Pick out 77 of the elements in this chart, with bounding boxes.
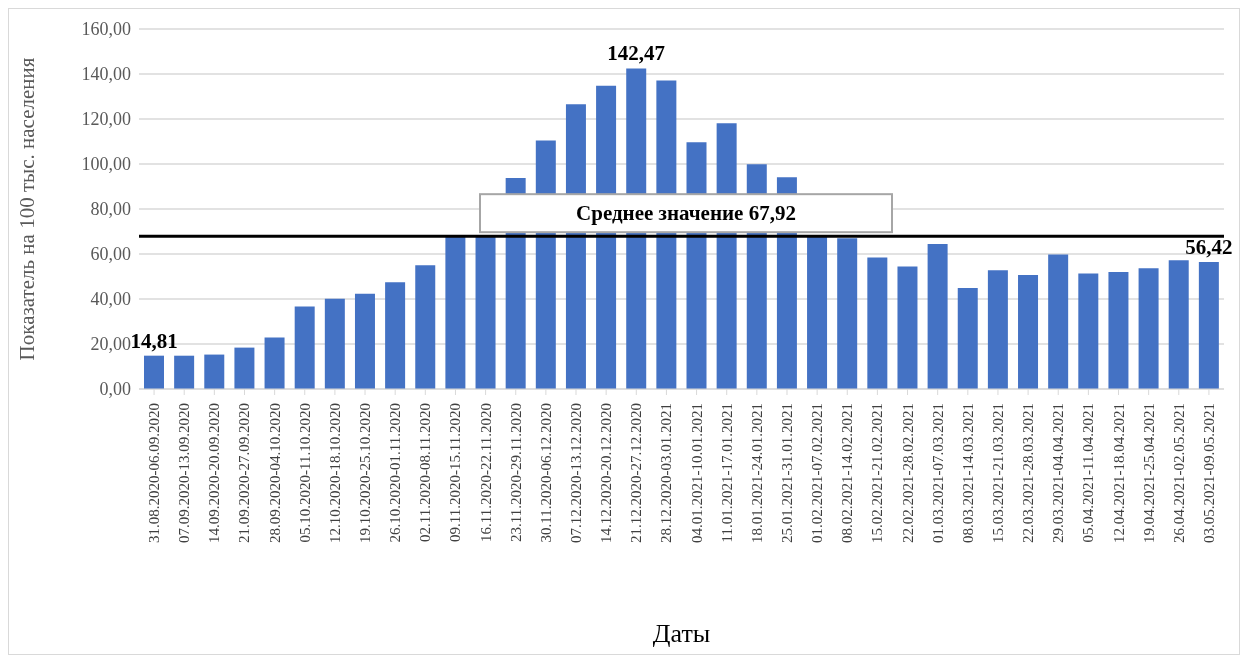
x-tick-label: 07.12.2020-13.12.2020 xyxy=(568,403,585,543)
y-tick-label: 120,00 xyxy=(81,109,131,130)
bar xyxy=(987,270,1008,389)
x-tick-label: 15.02.2021-21.02.2021 xyxy=(869,403,886,543)
bar xyxy=(867,257,888,389)
bar xyxy=(204,354,225,389)
x-tick-label: 15.03.2021-21.03.2021 xyxy=(989,403,1006,543)
x-tick-label: 12.04.2021-18.04.2021 xyxy=(1110,403,1127,543)
bar xyxy=(385,282,406,389)
bar xyxy=(957,287,978,389)
x-tick-label: 14.09.2020-20.09.2020 xyxy=(206,403,223,543)
bar xyxy=(234,347,255,389)
y-tick-label: 140,00 xyxy=(81,64,131,85)
x-tick-label: 03.05.2021-09.05.2021 xyxy=(1200,403,1217,543)
x-tick-label: 30.11.2020-06.12.2020 xyxy=(537,403,554,543)
bar xyxy=(1168,260,1189,389)
x-tick-label: 22.03.2021-28.03.2021 xyxy=(1020,403,1037,543)
x-tick-label: 28.12.2020-03.01.2021 xyxy=(658,403,675,543)
data-label: 56,42 xyxy=(1185,235,1233,260)
bar xyxy=(324,298,345,389)
x-tick-label: 08.03.2021-14.03.2021 xyxy=(959,403,976,543)
bar xyxy=(294,306,315,389)
x-tick-label: 26.10.2020-01.11.2020 xyxy=(387,403,404,543)
x-tick-label: 19.04.2021-25.04.2021 xyxy=(1140,403,1157,543)
x-tick-label: 26.04.2021-02.05.2021 xyxy=(1170,403,1187,543)
bar xyxy=(475,236,496,389)
x-tick-label: 25.01.2021-31.01.2021 xyxy=(778,403,795,543)
x-tick-label: 02.11.2020-08.11.2020 xyxy=(417,403,434,542)
y-tick-label: 100,00 xyxy=(81,154,131,175)
bar xyxy=(445,235,466,389)
bar xyxy=(1018,274,1039,389)
y-tick-label: 0,00 xyxy=(99,379,131,400)
bar xyxy=(1108,272,1129,389)
x-tick-label: 01.02.2021-07.02.2021 xyxy=(809,403,826,543)
x-tick-label: 05.04.2021-11.04.2021 xyxy=(1080,403,1097,543)
x-tick-label: 21.12.2020-27.12.2020 xyxy=(628,403,645,543)
bar xyxy=(807,236,828,389)
x-tick-label: 05.10.2020-11.10.2020 xyxy=(296,403,313,543)
x-tick-label: 12.10.2020-18.10.2020 xyxy=(326,403,343,543)
x-tick-label: 09.11.2020-15.11.2020 xyxy=(447,403,464,542)
bar xyxy=(897,266,918,389)
x-tick-label: 01.03.2021-07.03.2021 xyxy=(929,403,946,543)
x-tick-label: 14.12.2020-20.12.2020 xyxy=(598,403,615,543)
data-label: 14,81 xyxy=(130,328,178,353)
bar xyxy=(144,355,164,389)
x-tick-label: 23.11.2020-29.11.2020 xyxy=(507,403,524,542)
y-tick-label: 160,00 xyxy=(81,19,131,40)
x-tick-label: 18.01.2021-24.01.2021 xyxy=(748,403,765,543)
x-axis-title: Даты xyxy=(652,619,711,648)
x-tick-label: 28.09.2020-04.10.2020 xyxy=(266,403,283,543)
data-label: 142,47 xyxy=(607,41,666,66)
bar xyxy=(264,337,285,389)
bar xyxy=(354,293,375,389)
bar xyxy=(415,265,436,389)
x-tick-label: 22.02.2021-28.02.2021 xyxy=(899,403,916,543)
bar xyxy=(1198,262,1219,389)
x-tick-label: 11.01.2021-17.01.2021 xyxy=(718,403,735,543)
x-tick-label: 07.09.2020-13.09.2020 xyxy=(176,403,193,543)
bar xyxy=(1078,273,1099,389)
y-tick-label: 60,00 xyxy=(90,244,131,265)
bar xyxy=(1048,254,1069,389)
x-tick-label: 19.10.2020-25.10.2020 xyxy=(357,403,374,543)
x-tick-label: 08.02.2021-14.02.2021 xyxy=(839,403,856,543)
y-tick-label: 80,00 xyxy=(90,199,131,220)
bar xyxy=(1138,268,1159,389)
y-axis-title: Показатель на 100 тыс. населения xyxy=(15,57,40,361)
y-tick-label: 20,00 xyxy=(90,334,131,355)
bar xyxy=(174,355,195,389)
x-tick-label: 31.08.2020-06.09.2020 xyxy=(146,403,163,543)
x-tick-label: 21.09.2020-27.09.2020 xyxy=(236,403,253,543)
x-tick-label: 04.01.2021-10.01.2021 xyxy=(688,403,705,543)
y-tick-label: 40,00 xyxy=(90,289,131,310)
bar xyxy=(837,238,858,389)
x-tick-label: 29.03.2021-04.04.2021 xyxy=(1050,403,1067,543)
ref-line-label: Среднее значение 67,92 xyxy=(576,201,796,226)
x-tick-label: 16.11.2020-22.11.2020 xyxy=(477,403,494,542)
bar xyxy=(927,243,948,389)
